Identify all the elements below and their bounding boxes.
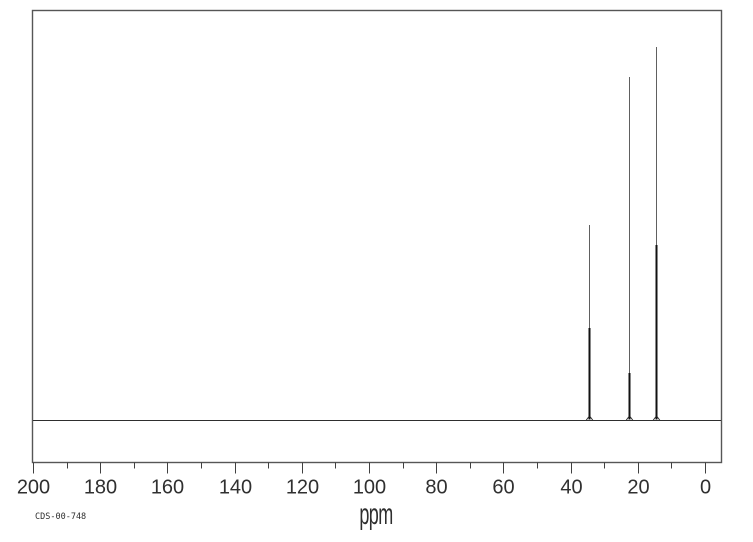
plot-frame-group [31, 9, 723, 464]
nmr-peak [585, 225, 594, 421]
x-tick-label: 200 [17, 477, 50, 499]
x-tick-label: 0 [700, 477, 711, 499]
nmr-peak [652, 47, 661, 421]
x-tick-label: 160 [151, 477, 184, 499]
plot-frame [31, 9, 723, 464]
x-tick-label: 180 [84, 477, 117, 499]
sample-id-label: CDS-00-748 [35, 512, 87, 522]
x-tick-label: 60 [492, 477, 514, 499]
x-tick-label: 140 [219, 477, 252, 499]
nmr-peak-foot [652, 416, 661, 421]
x-tick-label: 80 [425, 477, 447, 499]
nmr-peak-foot [625, 416, 634, 421]
x-tick-label: 40 [560, 477, 582, 499]
nmr-peak [625, 76, 634, 421]
x-axis-group: 200 180 160 140 120 100 80 60 40 20 0 [17, 462, 711, 499]
x-tick-label: 20 [627, 477, 649, 499]
x-tick-label: 120 [286, 477, 319, 499]
nmr-peak-foot [585, 416, 594, 421]
spectrum-trace-group [33, 47, 721, 422]
x-axis-unit-label: ppm [359, 498, 393, 531]
x-tick-label: 100 [353, 477, 386, 499]
